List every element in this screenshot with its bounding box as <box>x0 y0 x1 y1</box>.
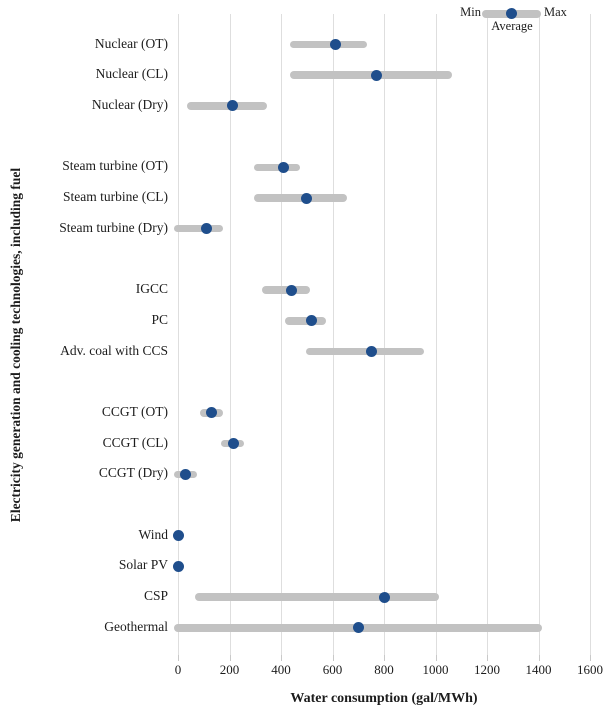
category-label: Wind <box>138 526 168 542</box>
category-label: CSP <box>143 588 168 604</box>
average-dot <box>226 100 238 112</box>
gridline <box>590 14 591 655</box>
x-tick-label: 1200 <box>474 662 500 677</box>
category-label: IGCC <box>135 281 168 297</box>
category-label: CCGT (Dry) <box>98 465 168 481</box>
axis-tick <box>178 655 179 661</box>
gridline <box>538 14 540 655</box>
average-dot <box>370 69 382 81</box>
average-dot <box>352 622 364 634</box>
axis-tick <box>281 655 282 661</box>
x-tick-label: 0 <box>174 662 182 677</box>
axis-tick <box>538 655 540 661</box>
y-axis-title: Electricity generation and cooling techn… <box>8 167 23 523</box>
x-axis-title: Water consumption (gal/MWh) <box>290 691 478 706</box>
average-dot <box>180 468 192 480</box>
legend-max-label: Max <box>544 5 567 19</box>
gridline <box>384 14 385 655</box>
min-max-range-bar <box>194 593 440 601</box>
category-label: Solar PV <box>118 557 168 573</box>
category-label: Steam turbine (Dry) <box>59 219 168 235</box>
category-label: CCGT (CL) <box>102 434 168 450</box>
gridline <box>229 14 231 655</box>
average-dot <box>278 161 290 173</box>
category-label: Adv. coal with CCS <box>60 342 168 358</box>
category-label: Steam turbine (OT) <box>62 158 168 174</box>
axis-tick <box>384 655 385 661</box>
average-dot <box>329 39 341 50</box>
axis-tick <box>332 655 334 661</box>
legend-min-label: Min <box>460 5 481 19</box>
gridline <box>332 14 334 655</box>
min-max-range-bar <box>254 163 301 172</box>
axis-tick <box>590 655 591 661</box>
average-dot <box>205 407 217 419</box>
x-tick-label: 200 <box>219 662 240 677</box>
gridline <box>281 14 282 655</box>
min-max-range-bar <box>284 317 326 325</box>
gridline <box>178 14 179 655</box>
x-tick-label: 400 <box>271 662 291 677</box>
category-label: Steam turbine (CL) <box>63 189 168 204</box>
axis-tick <box>487 655 488 661</box>
category-label: CCGT (OT) <box>101 403 168 419</box>
x-tick-label: 1600 <box>577 662 603 677</box>
average-dot <box>365 346 377 357</box>
x-tick-label: 1000 <box>422 662 449 677</box>
min-max-range-bar <box>305 347 424 356</box>
legend-average-dot-icon <box>506 8 517 19</box>
category-label: Nuclear (CL) <box>95 66 168 82</box>
axis-tick <box>229 655 231 661</box>
average-dot <box>285 284 297 296</box>
axis-tick <box>435 655 437 661</box>
legend-average-label: Average <box>491 19 533 33</box>
min-max-range-bar <box>174 224 223 233</box>
average-dot <box>227 438 239 450</box>
average-dot <box>172 530 184 542</box>
gridline <box>435 14 437 655</box>
category-label: Nuclear (Dry) <box>91 96 168 112</box>
min-max-range-bar <box>254 194 347 202</box>
gridline <box>487 14 488 655</box>
average-dot <box>172 560 184 572</box>
min-max-range-bar <box>290 40 368 49</box>
average-dot <box>378 591 390 603</box>
x-tick-label: 800 <box>374 662 394 677</box>
category-label: Nuclear (OT) <box>94 35 168 51</box>
x-tick-label: 600 <box>322 662 343 677</box>
average-dot <box>306 315 318 327</box>
average-dot <box>301 192 313 204</box>
category-label: PC <box>151 311 168 327</box>
category-label: Geothermal <box>104 618 168 634</box>
average-dot <box>200 223 212 235</box>
x-tick-label: 1400 <box>525 662 552 677</box>
